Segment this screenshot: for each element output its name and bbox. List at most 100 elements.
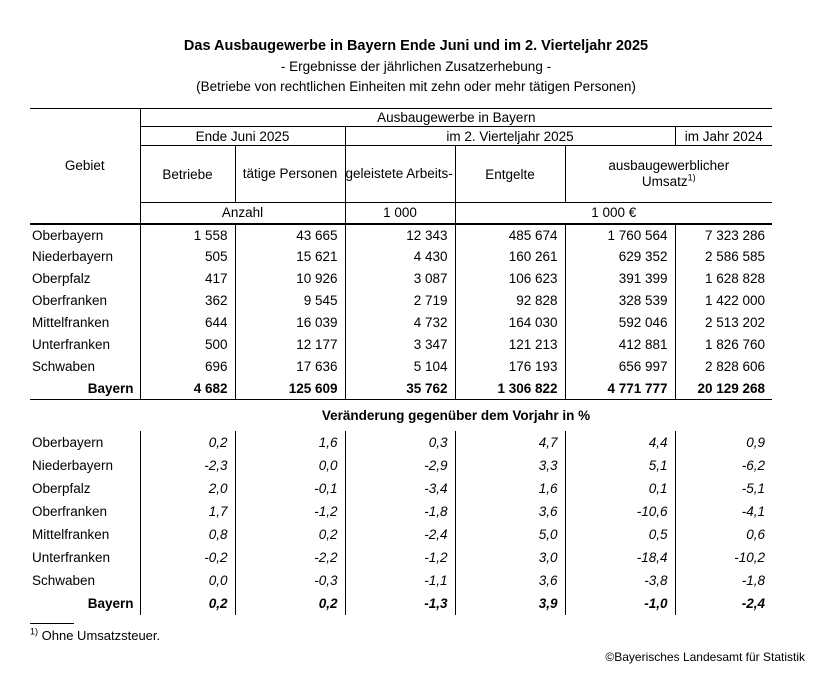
value-cell: 1,7 (140, 499, 236, 523)
region-cell: Oberfranken (30, 289, 141, 312)
table-row: Oberpfalz 417 10 926 3 087 106 623 391 3… (30, 267, 772, 290)
group-header: Ausbaugewerbe in Bayern (140, 108, 773, 127)
value-cell: -1,8 (741, 572, 766, 588)
region-cell: Oberpfalz (30, 267, 141, 290)
value-cell: -1,1 (345, 568, 456, 592)
region-cell: Niederbayern (30, 453, 141, 477)
value-cell: 0,2 (235, 522, 346, 546)
value-cell: 0,3 (345, 430, 456, 454)
value-cell: 0,9 (746, 434, 766, 450)
value-cell: 164 030 (455, 311, 566, 334)
value-cell: -0,1 (235, 476, 346, 500)
unit-header-tausend-euro: 1 000 € (455, 202, 773, 225)
column-header-taetige-personen: tätige Personen (235, 145, 346, 203)
value-cell: 391 399 (565, 267, 676, 290)
value-cell: 644 (140, 311, 236, 334)
column-header-gebiet: Gebiet (30, 108, 141, 225)
value-cell: -2,2 (235, 545, 346, 569)
value-cell: -1,3 (345, 591, 456, 615)
column-header-entgelte: Entgelte (455, 145, 566, 203)
value-cell: 696 (140, 355, 236, 378)
unit-header-tausend: 1 000 (345, 202, 456, 225)
value-cell: 92 828 (455, 289, 566, 312)
value-cell: 629 352 (565, 245, 676, 268)
value-cell: -4,1 (741, 503, 766, 519)
value-cell: 2 513 202 (704, 315, 766, 330)
page-subtitle-1: - Ergebnisse der jährlichen Zusatzerhebu… (280, 59, 552, 74)
change-values-block: Oberbayern 0,2 1,6 0,3 4,7 4,4 0,9 Niede… (30, 430, 772, 615)
value-cell: 0,6 (746, 526, 766, 542)
region-cell: Bayern (30, 377, 141, 400)
value-cell: 0,1 (565, 476, 676, 500)
value-cell: -5,1 (741, 480, 766, 496)
change-section: Veränderung gegenüber dem Vorjahr in % (30, 400, 772, 431)
value-cell: 1 558 (140, 223, 236, 246)
unit-header-anzahl: Anzahl (140, 202, 346, 225)
value-cell: 176 193 (455, 355, 566, 378)
absolute-values-block: Oberbayern 1 558 43 665 12 343 485 674 1… (30, 223, 773, 400)
value-cell: -2,9 (345, 453, 456, 477)
value-cell: 1 826 760 (704, 337, 766, 352)
value-cell: 9 545 (235, 289, 346, 312)
value-cell: 10 926 (235, 267, 346, 290)
value-cell: 12 177 (235, 333, 346, 356)
region-cell: Oberpfalz (30, 476, 141, 500)
value-cell: 3,6 (455, 499, 566, 523)
value-cell: -1,2 (235, 499, 346, 523)
value-cell: -6,2 (741, 457, 766, 473)
value-cell: -2,3 (140, 453, 236, 477)
period-header-jahr-2024: im Jahr 2024 (675, 126, 773, 146)
change-section-header-row: Veränderung gegenüber dem Vorjahr in % (30, 400, 772, 431)
value-cell: -18,4 (565, 545, 676, 569)
value-cell: -10,6 (565, 499, 676, 523)
value-cell: 1 628 828 (704, 271, 766, 286)
value-cell: 4 771 777 (565, 377, 676, 400)
value-cell: 0,8 (140, 522, 236, 546)
value-cell: 4,4 (565, 430, 676, 454)
value-cell: 43 665 (235, 223, 346, 246)
region-cell: Oberbayern (30, 430, 141, 454)
value-cell: 592 046 (565, 311, 676, 334)
table-row: Oberpfalz 2,0 -0,1 -3,4 1,6 0,1 -5,1 (30, 476, 772, 500)
value-cell: 417 (140, 267, 236, 290)
table-row: Niederbayern -2,3 0,0 -2,9 3,3 5,1 -6,2 (30, 453, 772, 477)
region-cell: Unterfranken (30, 333, 141, 356)
value-cell: 505 (140, 245, 236, 268)
value-cell: 5,0 (455, 522, 566, 546)
region-cell: Bayern (30, 591, 141, 615)
value-cell: -3,8 (565, 568, 676, 592)
value-cell: 5 104 (345, 355, 456, 378)
value-cell: -3,4 (345, 476, 456, 500)
page-subtitle-2: (Betriebe von rechtlichen Einheiten mit … (196, 79, 636, 94)
value-cell: -1,2 (345, 545, 456, 569)
table-row: Schwaben 696 17 636 5 104 176 193 656 99… (30, 355, 772, 378)
region-cell: Oberfranken (30, 499, 141, 523)
region-cell: Mittelfranken (30, 311, 141, 334)
value-cell: 2 828 606 (704, 359, 766, 374)
value-cell: 7 323 286 (704, 227, 766, 243)
value-cell: 328 539 (565, 289, 676, 312)
value-cell: 2 586 585 (704, 249, 766, 264)
value-cell: 0,0 (140, 568, 236, 592)
region-cell: Mittelfranken (30, 522, 141, 546)
change-total-row-bayern: Bayern 0,2 0,2 -1,3 3,9 -1,0 -2,4 (30, 591, 772, 615)
value-cell: 3,0 (455, 545, 566, 569)
value-cell: 35 762 (345, 377, 456, 400)
value-cell: 16 039 (235, 311, 346, 334)
table-row: Mittelfranken 0,8 0,2 -2,4 5,0 0,5 0,6 (30, 522, 772, 546)
value-cell: 1 422 000 (704, 293, 766, 308)
value-cell: -10,2 (734, 549, 766, 565)
value-cell: 2,0 (140, 476, 236, 500)
value-cell: 4 732 (345, 311, 456, 334)
region-cell: Schwaben (30, 355, 141, 378)
value-cell: 656 997 (565, 355, 676, 378)
value-cell: 125 609 (235, 377, 346, 400)
value-cell: -0,3 (235, 568, 346, 592)
table-header: Gebiet Ausbaugewerbe in Bayern Ende Juni… (30, 108, 773, 225)
value-cell: 5,1 (565, 453, 676, 477)
value-cell: -1,8 (345, 499, 456, 523)
value-cell: 1 760 564 (565, 223, 676, 246)
table-row: Schwaben 0,0 -0,3 -1,1 3,6 -3,8 -1,8 (30, 568, 772, 592)
table-row: Niederbayern 505 15 621 4 430 160 261 62… (30, 245, 772, 268)
